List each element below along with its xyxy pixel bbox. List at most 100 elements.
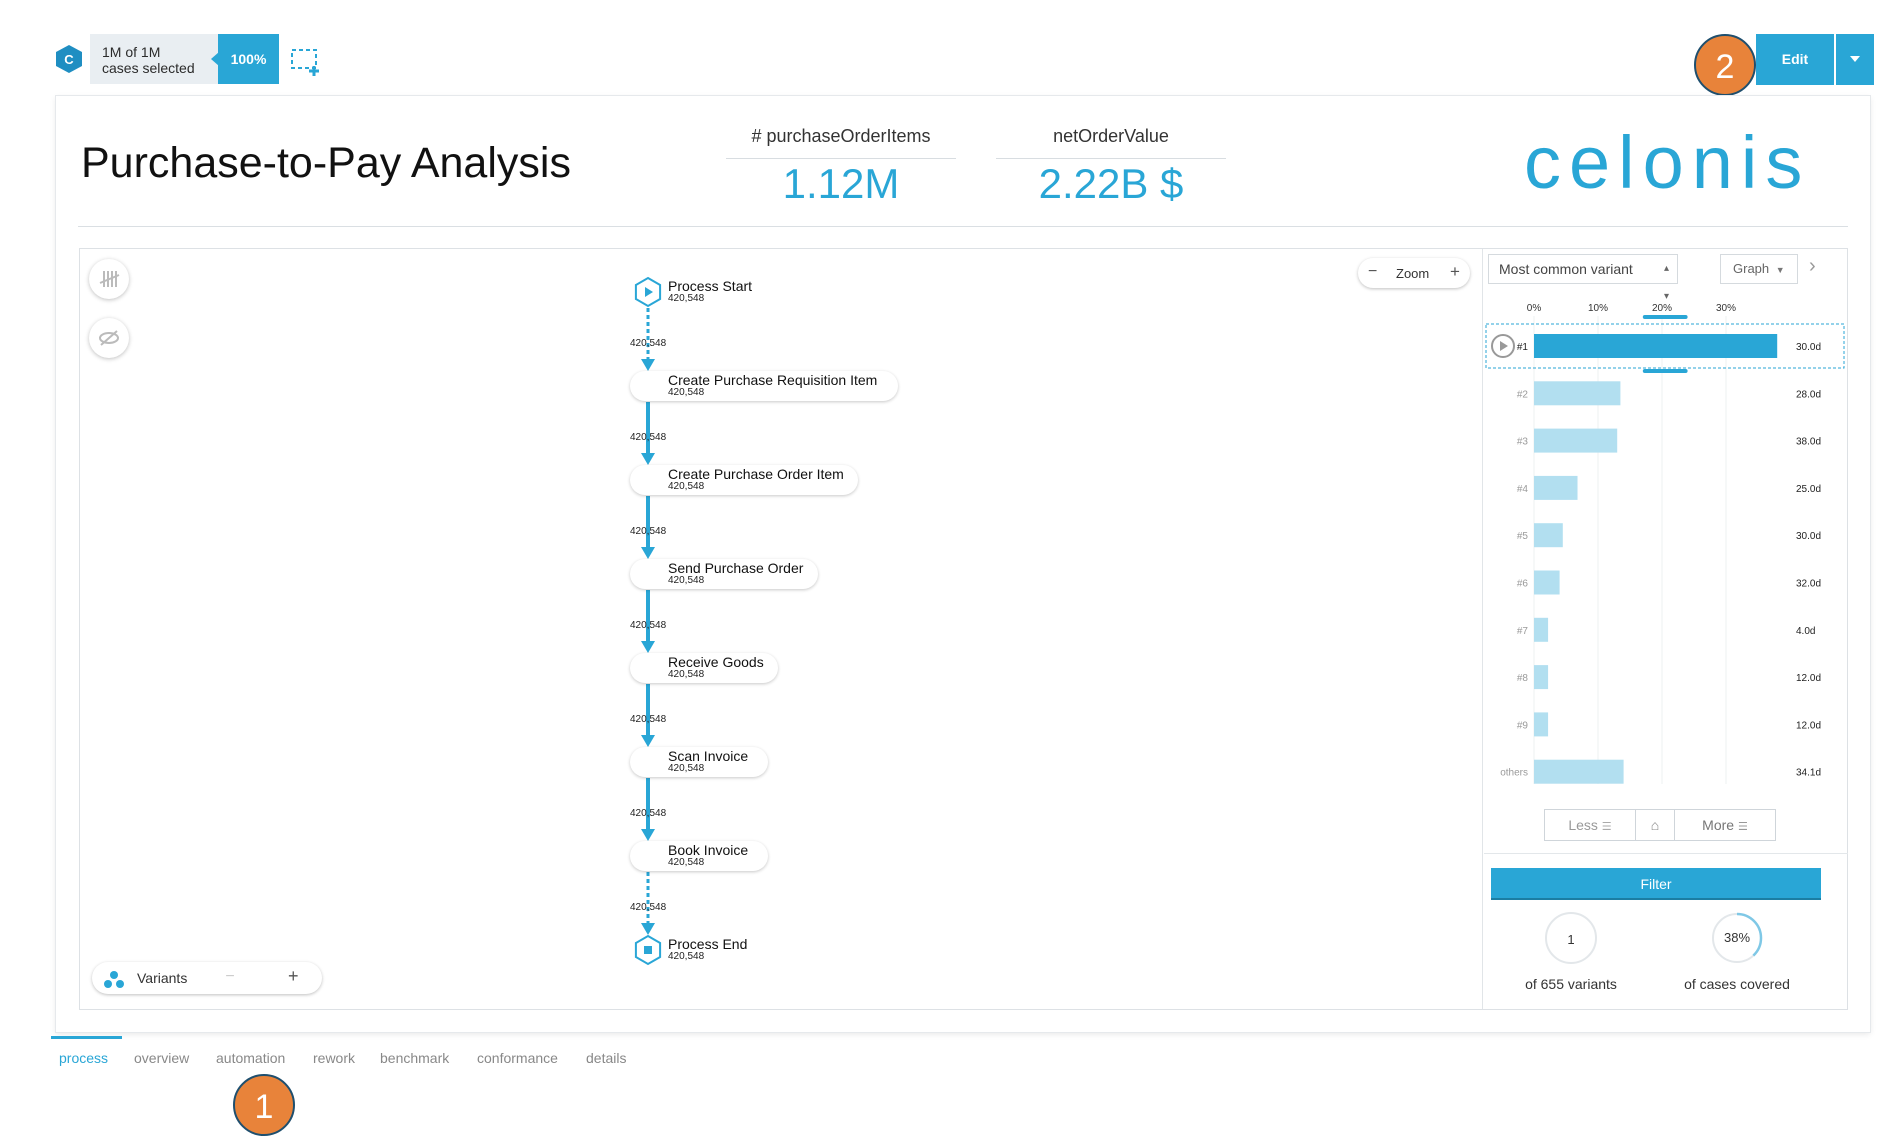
edge-count: 420,548	[630, 714, 667, 725]
variant-throughput-label: 38.0d	[1796, 437, 1821, 448]
tab-overview[interactable]: overview	[134, 1050, 190, 1066]
play-icon	[1500, 341, 1508, 351]
edge-count: 420,548	[630, 902, 667, 913]
tab-rework[interactable]: rework	[313, 1050, 356, 1066]
divider	[1674, 810, 1675, 840]
collapse-panel-chevron-icon[interactable]: ›	[1809, 255, 1816, 277]
variant-bar[interactable]	[1534, 712, 1549, 737]
variant-bar[interactable]	[1534, 665, 1549, 690]
tab-process[interactable]: process	[59, 1050, 109, 1066]
less-more-control: Less ☰ ⌂ More ☰	[1544, 809, 1776, 841]
node-name: Book Invoice	[668, 842, 749, 858]
variant-throughput-label: 32.0d	[1796, 579, 1821, 590]
variant-bar[interactable]	[1534, 381, 1621, 406]
variants-decrease-button[interactable]: −	[225, 968, 235, 985]
edge-arrowhead	[641, 923, 655, 935]
variant-bar[interactable]	[1534, 475, 1578, 500]
coverage-arc	[1711, 912, 1763, 964]
variant-label: others	[1500, 768, 1528, 779]
celonis-app-icon[interactable]: C	[55, 44, 83, 74]
variant-bar[interactable]	[1534, 523, 1563, 548]
edit-button[interactable]: Edit	[1756, 34, 1834, 85]
less-icon: ☰	[1601, 821, 1612, 833]
more-button[interactable]: More ☰	[1675, 810, 1775, 840]
home-button[interactable]: ⌂	[1636, 810, 1674, 840]
visibility-toggle-button[interactable]	[89, 318, 129, 358]
dropdown-caret-icon: ▼	[1775, 265, 1785, 275]
edge-count: 420,548	[630, 338, 667, 349]
kpi-divider	[996, 158, 1226, 159]
select-arrows-icon: ▴ ▾	[1663, 263, 1669, 302]
axis-tick-label: 0%	[1527, 303, 1542, 314]
variant-bar[interactable]	[1534, 570, 1560, 595]
edge-arrowhead	[641, 547, 655, 559]
tab-conformance[interactable]: conformance	[477, 1050, 558, 1066]
add-selection-icon[interactable]	[290, 48, 324, 76]
node-count: 420,548	[668, 669, 705, 680]
coverage-ring	[1711, 912, 1763, 964]
zoom-out-button[interactable]: −	[1368, 263, 1378, 280]
selected-variant-frame	[1485, 323, 1845, 369]
variant-throughput-label: 30.0d	[1796, 342, 1821, 353]
variant-label: #7	[1517, 626, 1529, 637]
variant-bar[interactable]	[1534, 617, 1549, 642]
node-name: Process Start	[668, 278, 753, 294]
variant-throughput-label: 30.0d	[1796, 531, 1821, 542]
variants-increase-button[interactable]: +	[288, 966, 299, 986]
connections-toggle-button[interactable]	[89, 259, 129, 299]
range-handle-top[interactable]	[1642, 315, 1688, 319]
variant-sort-select[interactable]: Most common variant ▴ ▾	[1488, 254, 1678, 302]
tab-benchmark[interactable]: benchmark	[380, 1050, 450, 1066]
coverage-value: 38%	[1723, 930, 1751, 945]
variant-bar[interactable]	[1534, 759, 1624, 784]
variant-label: #9	[1517, 720, 1529, 731]
variant-throughput-label: 4.0d	[1796, 626, 1815, 637]
page-title: Purchase-to-Pay Analysis	[81, 139, 571, 187]
edge-arrowhead	[641, 359, 655, 371]
edge-count: 420,548	[630, 526, 667, 537]
variant-count-caption: of 655 variants	[1525, 976, 1617, 992]
play-icon	[645, 287, 653, 297]
node-name: Create Purchase Requisition Item	[668, 372, 878, 388]
variant-view-select[interactable]: Graph ▼	[1720, 254, 1798, 284]
edge-count: 420,548	[630, 620, 667, 631]
activity-node-pill[interactable]	[630, 653, 778, 683]
variant-throughput-label: 34.1d	[1796, 768, 1821, 779]
variant-label: #1	[1517, 342, 1529, 353]
variant-bar[interactable]	[1534, 334, 1778, 358]
node-name: Receive Goods	[668, 654, 764, 670]
node-count: 420,548	[668, 481, 705, 492]
activity-node-pill[interactable]	[630, 747, 768, 777]
node-count: 420,548	[668, 575, 705, 586]
activity-node-pill[interactable]	[630, 841, 768, 871]
tab-automation[interactable]: automation	[216, 1050, 286, 1066]
variant-view-value: Graph	[1733, 261, 1770, 276]
node-count: 420,548	[668, 857, 705, 868]
activity-node-pill[interactable]	[630, 371, 898, 401]
cases-caption: cases selected	[102, 60, 195, 76]
less-button[interactable]: Less ☰	[1545, 810, 1635, 840]
activity-node-pill[interactable]	[630, 559, 818, 589]
node-name: Scan Invoice	[668, 748, 749, 764]
header-divider	[78, 226, 1848, 227]
activity-node-pill[interactable]	[630, 465, 858, 495]
more-label: More	[1702, 817, 1735, 833]
celonis-logo: celonis	[1524, 121, 1811, 204]
variant-count-circle: 1	[1545, 912, 1597, 964]
variant-throughput-label: 28.0d	[1796, 389, 1821, 400]
filter-button[interactable]: Filter	[1491, 868, 1821, 900]
range-handle-bottom[interactable]	[1642, 369, 1688, 373]
more-icon: ☰	[1737, 821, 1748, 833]
zoom-in-button[interactable]: +	[1450, 262, 1460, 281]
variant-bar[interactable]	[1534, 428, 1618, 453]
node-count: 420,548	[668, 763, 705, 774]
edit-dropdown-toggle[interactable]	[1836, 34, 1874, 85]
callout-badge-2: 2	[1694, 34, 1756, 96]
eye-off-icon	[99, 330, 119, 346]
tab-details[interactable]: details	[586, 1050, 627, 1066]
less-label: Less	[1568, 817, 1598, 833]
selection-percent-badge: 100%	[218, 34, 279, 84]
variant-label: #3	[1517, 437, 1529, 448]
cases-selected-box[interactable]: 1M of 1M cases selected	[90, 34, 218, 84]
percent-badge-notch	[211, 52, 219, 66]
